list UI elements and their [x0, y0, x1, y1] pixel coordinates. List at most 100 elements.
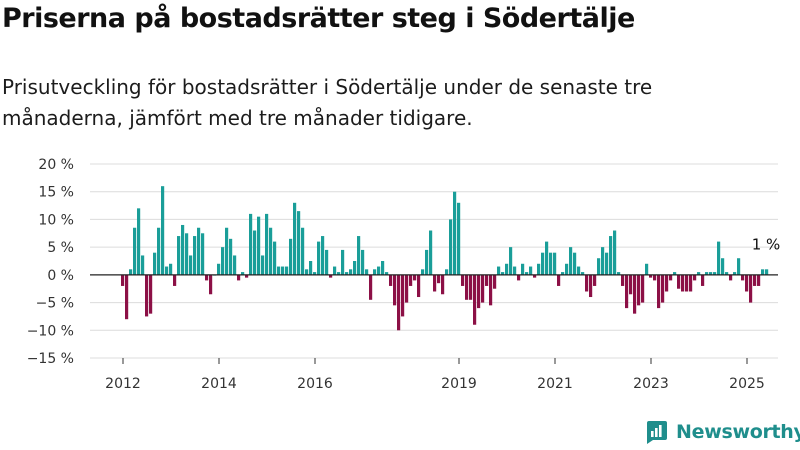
bar — [137, 208, 141, 275]
bar — [153, 252, 157, 275]
bar — [421, 269, 425, 275]
bar — [637, 274, 641, 306]
bar — [449, 219, 453, 275]
chart-annotations: 1 % — [752, 235, 781, 253]
bar — [569, 247, 573, 275]
bar — [209, 274, 213, 295]
bar — [473, 274, 477, 325]
bar — [401, 274, 405, 317]
bar — [129, 269, 133, 275]
bar — [281, 266, 285, 275]
bar — [257, 216, 261, 275]
bar — [533, 274, 537, 278]
bar — [273, 241, 277, 275]
bar — [713, 272, 717, 275]
bar — [429, 230, 433, 275]
bar — [425, 249, 429, 275]
bar — [141, 255, 145, 275]
bar — [545, 241, 549, 275]
bar — [493, 274, 497, 289]
bar — [409, 274, 413, 286]
x-axis-ticks: 2012 2014 2016 2019 2021 2023 2025 — [105, 358, 765, 392]
bar — [645, 263, 649, 275]
y-tick-label: −10 % — [27, 323, 74, 339]
bar — [565, 263, 569, 275]
bar — [185, 233, 189, 275]
bar — [681, 274, 685, 292]
bar — [685, 274, 689, 292]
grid-lines — [90, 163, 778, 359]
bar — [729, 274, 733, 281]
bar — [205, 274, 209, 281]
bar — [665, 274, 669, 292]
bar — [497, 266, 501, 275]
bar — [477, 274, 481, 309]
bar — [581, 272, 585, 275]
bar — [245, 274, 249, 278]
bar — [601, 247, 605, 275]
bar — [649, 274, 653, 278]
bar-series — [121, 186, 769, 331]
bar — [549, 252, 553, 275]
bar — [489, 274, 493, 306]
bar — [365, 269, 369, 275]
bar — [481, 274, 485, 303]
brand-logo: Newsworthy — [644, 419, 800, 445]
bar — [249, 213, 253, 275]
bar — [361, 249, 365, 275]
bar — [297, 211, 301, 275]
bar — [673, 272, 677, 275]
bar — [373, 269, 377, 275]
bar — [501, 272, 505, 275]
x-tick-label: 2025 — [729, 376, 765, 392]
bar — [225, 227, 229, 275]
bar — [513, 266, 517, 275]
y-tick-label: −5 % — [36, 296, 74, 312]
bar — [705, 272, 709, 275]
bar — [577, 266, 581, 275]
bar — [537, 263, 541, 275]
bar — [557, 274, 561, 286]
y-tick-label: 5 % — [47, 240, 74, 256]
bar — [653, 274, 657, 281]
bar — [261, 255, 265, 275]
bar — [369, 274, 373, 300]
bar — [133, 227, 137, 275]
bar — [721, 258, 725, 275]
bar — [633, 274, 637, 314]
bar — [321, 236, 325, 275]
bar — [277, 266, 281, 275]
bar — [393, 274, 397, 306]
bar — [241, 272, 245, 275]
y-tick-label: 0 % — [47, 268, 74, 284]
bar — [145, 274, 149, 317]
bar — [509, 247, 513, 275]
bar — [593, 274, 597, 286]
bar — [561, 272, 565, 275]
x-tick-label: 2019 — [441, 376, 477, 392]
bar — [453, 191, 457, 275]
bar — [765, 269, 769, 275]
bar — [621, 274, 625, 286]
bar — [597, 258, 601, 275]
bar — [437, 274, 441, 284]
bar — [541, 252, 545, 275]
bar — [397, 274, 401, 331]
bar — [737, 258, 741, 275]
bar — [465, 274, 469, 300]
bar — [149, 274, 153, 314]
bar — [381, 261, 385, 275]
bar — [293, 202, 297, 275]
bar — [709, 272, 713, 275]
bar — [529, 266, 533, 275]
bar — [121, 274, 125, 286]
bar — [177, 236, 181, 275]
bar — [221, 247, 225, 275]
bar — [305, 269, 309, 275]
chart-title: Priserna på bostadsrätter steg i Södertä… — [2, 3, 635, 34]
newsworthy-logo-icon — [647, 421, 667, 444]
bar — [301, 227, 305, 275]
bar — [169, 263, 173, 275]
bar — [325, 249, 329, 275]
bar — [433, 274, 437, 292]
